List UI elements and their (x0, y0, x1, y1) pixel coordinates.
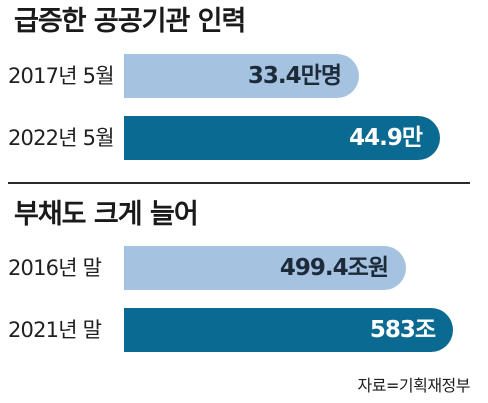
data-label: 583조 (369, 317, 436, 343)
bar: 44.9만 (124, 116, 440, 160)
category-label: 2021년 말 (8, 318, 102, 342)
data-label: 499.4조원 (279, 255, 389, 281)
data-label: 44.9만 (349, 125, 423, 151)
category-label: 2016년 말 (8, 256, 102, 280)
chart-1-title: 급증한 공공기관 인력 (14, 6, 246, 37)
bar: 499.4조원 (124, 246, 406, 290)
chart-2-row: 2016년 말 499.4조원 (0, 246, 488, 290)
chart-2-title: 부채도 크게 늘어 (14, 199, 199, 230)
section-divider (8, 182, 470, 184)
chart-1-row: 2022년 5월 44.9만 (0, 116, 488, 160)
chart-2-row: 2021년 말 583조 (0, 308, 488, 352)
bar: 583조 (124, 308, 453, 352)
data-label: 33.4만명 (247, 63, 342, 89)
chart-2-plot: 2016년 말 499.4조원 2021년 말 583조 (0, 246, 488, 356)
chart-1-row: 2017년 5월 33.4만명 (0, 54, 488, 98)
bar: 33.4만명 (124, 54, 359, 98)
category-label: 2022년 5월 (8, 126, 115, 150)
category-label: 2017년 5월 (8, 64, 115, 88)
chart-1-plot: 2017년 5월 33.4만명 2022년 5월 44.9만 (0, 54, 488, 164)
source-note: 자료=기획재정부 (357, 376, 471, 395)
